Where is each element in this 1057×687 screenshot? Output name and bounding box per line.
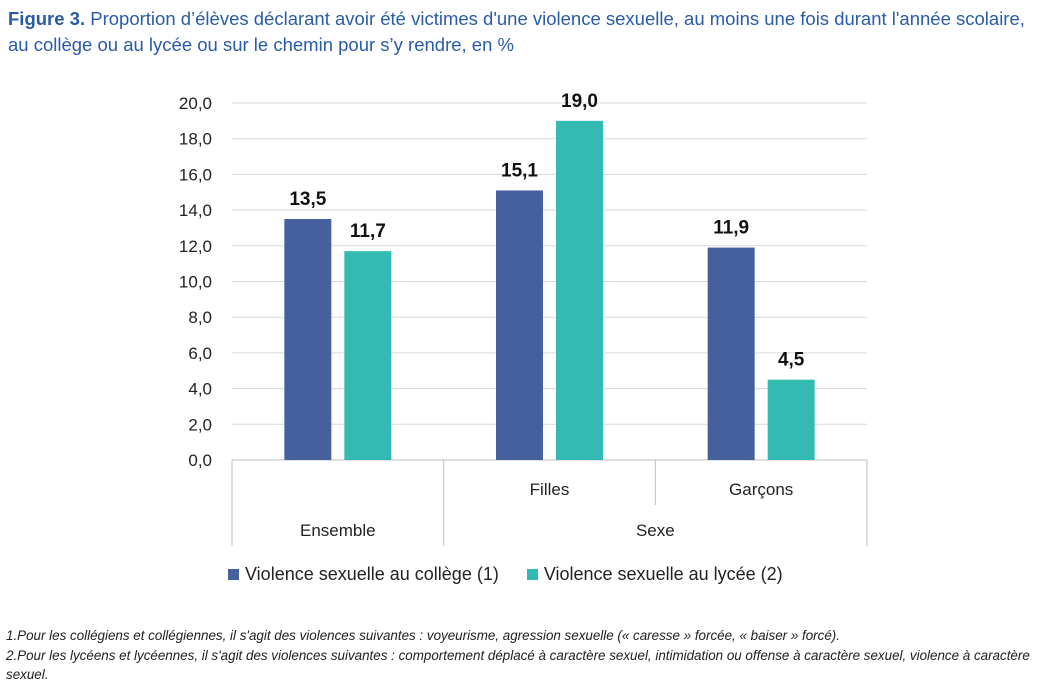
- y-tick-label: 18,0: [179, 130, 212, 149]
- bar-college: [496, 190, 543, 460]
- bar-college: [707, 247, 755, 460]
- data-label: 11,7: [350, 221, 386, 242]
- data-label: 4,5: [778, 350, 805, 371]
- data-label: 15,1: [501, 160, 538, 181]
- legend-swatch-college: [228, 568, 239, 580]
- y-tick-label: 16,0: [179, 165, 212, 184]
- group-label: Sexe: [636, 521, 675, 540]
- y-tick-label: 10,0: [179, 273, 212, 292]
- y-tick-label: 6,0: [188, 344, 212, 363]
- data-labels: 13,5 15,1 11,9 11,7 19,0 4,5: [289, 91, 804, 371]
- y-tick-label: 2,0: [188, 415, 212, 434]
- bar-lycee: [767, 379, 815, 460]
- bar-lycee: [344, 251, 392, 460]
- footnotes: 1.Pour les collégiens et collégiennes, i…: [6, 626, 1052, 685]
- y-tick-label: 8,0: [188, 308, 212, 327]
- y-tick-label: 4,0: [188, 380, 212, 399]
- footnote-2: 2.Pour les lycéens et lycéennes, il s'ag…: [6, 647, 1030, 683]
- data-label: 11,9: [713, 218, 749, 239]
- data-label: 13,5: [289, 189, 326, 210]
- y-tick-label: 14,0: [179, 201, 212, 220]
- chart-legend: Violence sexuelle au collège (1) Violenc…: [228, 561, 811, 587]
- bar-college: [284, 219, 332, 460]
- legend-item-college: Violence sexuelle au collège (1): [228, 564, 499, 585]
- category-label: Garçons: [729, 480, 793, 499]
- y-tick-label: 12,0: [179, 237, 212, 256]
- legend-label-lycee: Violence sexuelle au lycée (2): [543, 563, 783, 584]
- legend-label-college: Violence sexuelle au collège (1): [245, 563, 499, 584]
- legend-item-lycee: Violence sexuelle au lycée (2): [526, 563, 783, 585]
- bars: [284, 120, 815, 460]
- data-label: 19,0: [561, 91, 598, 112]
- footnote-1: 1.Pour les collégiens et collégiennes, i…: [6, 628, 840, 643]
- axes: 0,0 2,0 4,0 6,0 8,0 10,0 12,0 14,0 16,0 18,0 20,0 F…: [179, 94, 868, 546]
- y-tick-label: 20,0: [179, 94, 212, 113]
- group-label: Ensemble: [300, 521, 376, 540]
- gridlines: [232, 102, 867, 425]
- figure-number: Figure 3.: [8, 8, 86, 29]
- figure-title-text: Proportion d’élèves déclarant avoir été …: [8, 8, 1025, 55]
- figure-title: Figure 3. Proportion d’élèves déclarant …: [8, 6, 1048, 58]
- y-tick-label: 0,0: [188, 451, 212, 470]
- bar-lycee: [556, 120, 603, 460]
- legend-swatch-lycee: [526, 568, 538, 580]
- category-label: Filles: [530, 480, 570, 499]
